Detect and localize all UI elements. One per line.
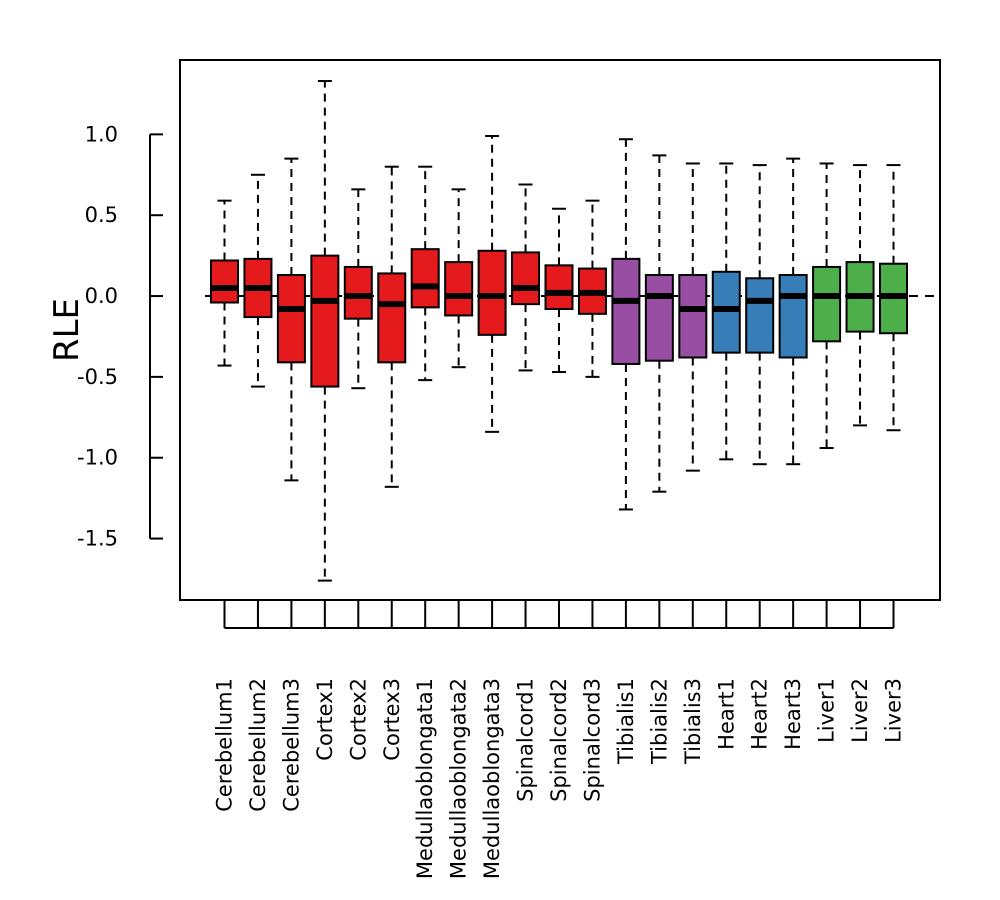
iqr-box — [210, 259, 239, 304]
box-tibialis2 — [644, 154, 674, 493]
box-heart3 — [778, 157, 808, 466]
x-category-label: Medullaoblongata2 — [447, 678, 471, 879]
iqr-box — [644, 274, 674, 362]
box-cortex1 — [310, 80, 340, 582]
box-cortex2 — [343, 188, 373, 390]
x-category-label: Medullaoblongata1 — [413, 678, 437, 879]
x-category-label: Heart2 — [748, 678, 772, 750]
x-category-label: Tibialis3 — [681, 678, 705, 765]
iqr-box — [477, 249, 507, 336]
box-medullaoblongata1 — [410, 165, 440, 382]
x-category-label: Spinalcord3 — [580, 678, 604, 802]
iqr-box — [343, 265, 373, 320]
box-heart2 — [745, 164, 775, 466]
iqr-box — [377, 272, 407, 364]
y-tick-label: 0.0 — [85, 284, 118, 308]
iqr-box — [778, 274, 808, 359]
box-cerebellum3 — [276, 157, 306, 482]
x-category-label: Liver1 — [815, 678, 839, 743]
iqr-box — [711, 270, 741, 354]
box-tibialis1 — [611, 138, 641, 511]
box-medullaoblongata2 — [444, 188, 474, 369]
iqr-box — [812, 265, 842, 343]
x-category-label: Tibialis2 — [647, 678, 671, 765]
x-category-label: Liver3 — [882, 678, 906, 743]
x-category-label: Liver2 — [848, 678, 872, 743]
x-category-label: Cerebellum1 — [213, 678, 237, 812]
y-axis-title: RLE — [47, 298, 87, 362]
iqr-box — [310, 254, 340, 388]
x-category-label: Cortex2 — [346, 678, 370, 761]
iqr-box — [745, 277, 775, 354]
x-axis: Cerebellum1 Cerebellum2 Cerebellum3 Cortex1… — [213, 600, 906, 879]
box-medullaoblongata3 — [477, 134, 507, 433]
x-category-label: Cerebellum3 — [279, 678, 303, 812]
box-liver3 — [879, 164, 908, 432]
x-category-label: Spinalcord1 — [514, 678, 538, 802]
box-cerebellum1 — [210, 199, 239, 367]
box-liver2 — [845, 164, 875, 427]
iqr-box — [544, 264, 574, 310]
y-tick-label: -1.5 — [77, 527, 118, 551]
iqr-box — [276, 274, 306, 364]
x-category-label: Medullaoblongata3 — [480, 678, 504, 879]
y-tick-label: 1.0 — [85, 122, 118, 146]
iqr-box — [511, 251, 541, 306]
box-spinalcord3 — [577, 199, 607, 378]
iqr-box — [444, 261, 474, 317]
box-cortex3 — [377, 165, 407, 488]
box-spinalcord1 — [511, 183, 541, 372]
x-category-label: Cortex3 — [380, 678, 404, 761]
x-category-label: Cortex1 — [313, 678, 337, 761]
iqr-box — [611, 257, 641, 365]
box-liver1 — [812, 162, 842, 450]
iqr-box — [410, 248, 440, 309]
iqr-box — [678, 274, 708, 359]
x-category-label: Heart3 — [781, 678, 805, 750]
box-series — [210, 80, 908, 582]
x-category-label: Spinalcord2 — [547, 678, 571, 802]
x-category-label: Cerebellum2 — [246, 678, 270, 812]
box-spinalcord2 — [544, 207, 574, 374]
box-cerebellum2 — [243, 173, 273, 388]
box-tibialis3 — [678, 162, 708, 472]
x-category-label: Tibialis1 — [614, 678, 638, 765]
x-category-label: Heart1 — [714, 678, 738, 750]
y-tick-label: -1.0 — [77, 446, 118, 470]
box-heart1 — [711, 162, 741, 461]
y-tick-label: -0.5 — [77, 365, 118, 389]
y-axis: -1.5 -1.0 -0.5 0.0 0.5 1.0 — [77, 122, 163, 551]
y-tick-label: 0.5 — [85, 203, 118, 227]
